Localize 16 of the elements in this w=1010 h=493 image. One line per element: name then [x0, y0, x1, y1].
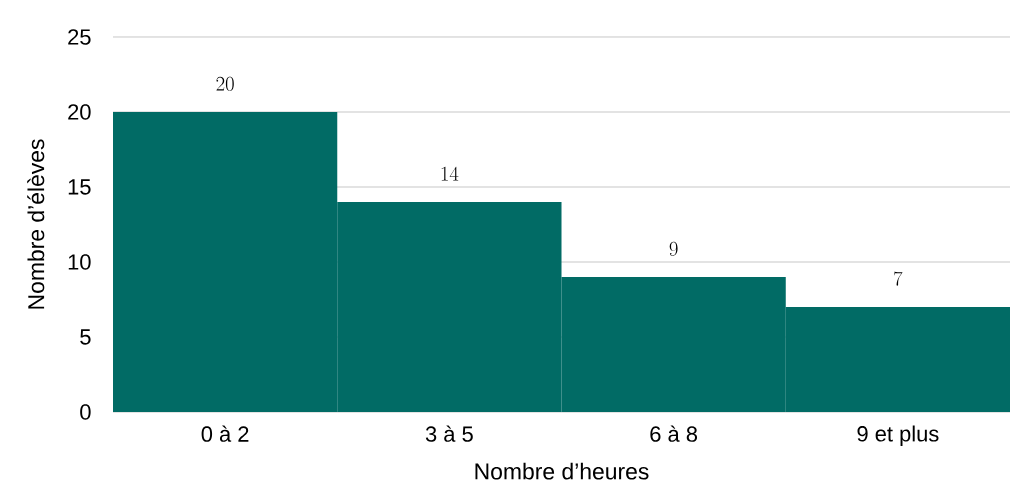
y-tick-label: 0 [80, 404, 91, 420]
y-tick-label: 5 [80, 329, 91, 345]
x-tick-label: 9 et plus [857, 425, 939, 446]
y-tick-label: 15 [68, 179, 91, 195]
data-label: 14 [441, 166, 459, 181]
data-label: 9 [669, 241, 678, 256]
y-tick-label: 10 [68, 254, 91, 270]
x-axis-title: Nombre d’heures [475, 462, 649, 480]
y-tick-label: 20 [68, 104, 91, 120]
x-tick-label: 0 à 2 [201, 425, 249, 442]
data-label: 7 [894, 271, 903, 286]
x-tick-label: 6 à 8 [650, 425, 698, 442]
data-label: 20 [216, 76, 234, 91]
x-tick-label: 3 à 5 [425, 425, 473, 442]
y-tick-label: 25 [68, 29, 91, 45]
y-axis-title: Nombre d’élèves [27, 139, 45, 309]
